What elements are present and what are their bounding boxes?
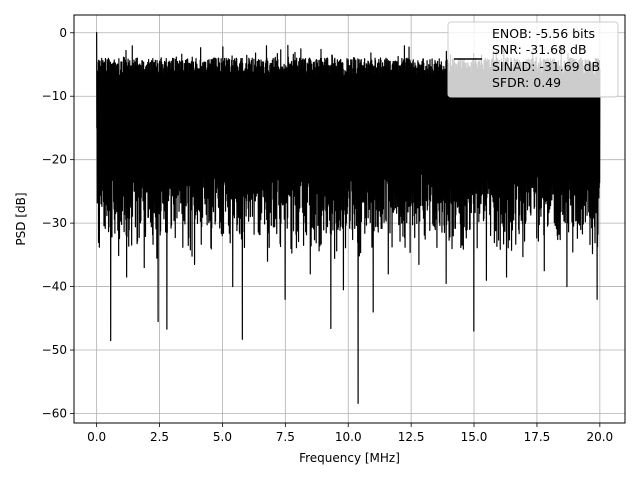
y-tick-label: −20 — [42, 153, 67, 167]
x-tick-label: 7.5 — [276, 430, 295, 444]
x-axis-ticks: 0.0 2.5 5.0 7.5 10.0 12.5 15.0 17.5 20.0 — [87, 423, 613, 444]
x-tick-label: 5.0 — [213, 430, 232, 444]
x-tick-label: 17.5 — [524, 430, 551, 444]
y-tick-label: −60 — [42, 406, 67, 420]
legend-line-0: ENOB: -5.56 bits — [492, 26, 595, 41]
x-tick-label: 0.0 — [87, 430, 106, 444]
plot-frame — [73, 14, 626, 424]
legend: ENOB: -5.56 bits SNR: -31.68 dB SINAD: -… — [447, 21, 619, 98]
legend-line-2: SINAD: -31.69 dB — [492, 59, 600, 74]
y-tick-label: −10 — [42, 89, 67, 103]
x-axis-label: Frequency [MHz] — [299, 451, 400, 465]
y-tick-label: −40 — [42, 280, 67, 294]
x-tick-label: 2.5 — [150, 430, 169, 444]
y-tick-label: −50 — [42, 343, 67, 357]
y-tick-label: 0 — [59, 26, 67, 40]
x-tick-label: 12.5 — [398, 430, 425, 444]
legend-line-1: SNR: -31.68 dB — [492, 42, 587, 57]
x-tick-label: 20.0 — [586, 430, 613, 444]
legend-box — [447, 21, 619, 98]
x-tick-label: 15.0 — [461, 430, 488, 444]
y-axis-label: PSD [dB] — [14, 192, 28, 245]
legend-line-3: SFDR: 0.49 — [492, 75, 561, 90]
y-tick-label: −30 — [42, 216, 67, 230]
x-tick-label: 10.0 — [335, 430, 362, 444]
y-axis-ticks: 0 −10 −20 −30 −40 −50 −60 — [42, 26, 74, 420]
